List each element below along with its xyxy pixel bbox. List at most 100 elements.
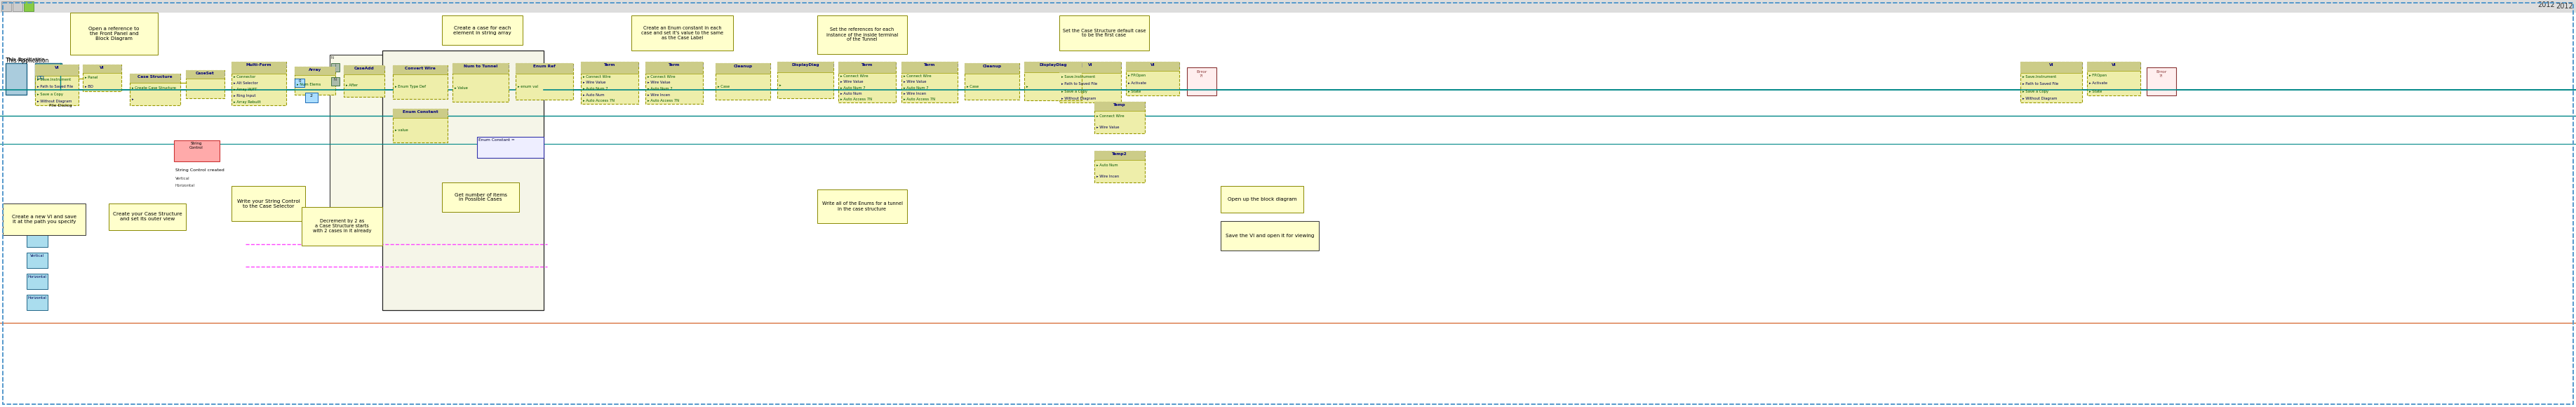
- Bar: [294, 79, 304, 87]
- Text: ▸ Save.Instrument: ▸ Save.Instrument: [1061, 75, 1095, 79]
- Bar: [1141, 103, 1144, 107]
- Bar: [631, 15, 734, 50]
- Bar: [1126, 62, 1180, 95]
- Bar: [232, 186, 304, 221]
- Bar: [778, 62, 835, 98]
- Bar: [1095, 151, 1144, 182]
- Text: Create an Enum constant in each
case and set it's value to the same
as the Case : Create an Enum constant in each case and…: [641, 26, 724, 40]
- Text: ▸ BD: ▸ BD: [85, 85, 93, 88]
- Bar: [817, 15, 907, 54]
- Text: ▸ Connect Wire: ▸ Connect Wire: [647, 75, 675, 78]
- Text: ▸ Connect Wire: ▸ Connect Wire: [904, 74, 933, 78]
- Bar: [768, 65, 770, 68]
- Bar: [443, 15, 523, 45]
- Text: Open a reference to
the Front Panel and
Block Diagram: Open a reference to the Front Panel and …: [88, 27, 139, 41]
- Text: Set the references for each
instance of the inside terminal
of the Tunnel: Set the references for each instance of …: [827, 28, 899, 42]
- Bar: [294, 68, 299, 72]
- Text: ▸ enum val: ▸ enum val: [518, 85, 538, 88]
- Bar: [26, 274, 49, 289]
- Text: Convert Wire: Convert Wire: [404, 67, 435, 70]
- Bar: [515, 63, 572, 73]
- Bar: [330, 55, 386, 209]
- Bar: [902, 63, 904, 67]
- Bar: [178, 75, 180, 79]
- Bar: [963, 65, 969, 68]
- Bar: [1095, 152, 1097, 156]
- Text: ▸ Array Rebuilt: ▸ Array Rebuilt: [234, 101, 260, 104]
- Text: ▸ Auto Access 7N: ▸ Auto Access 7N: [840, 98, 873, 101]
- Bar: [185, 70, 224, 98]
- Bar: [716, 65, 719, 68]
- Text: DisplayDiag: DisplayDiag: [791, 63, 819, 67]
- Bar: [75, 66, 80, 70]
- Bar: [129, 74, 180, 83]
- Bar: [343, 65, 384, 74]
- Text: ▸: ▸: [781, 83, 783, 87]
- Text: 2012: 2012: [2537, 1, 2555, 9]
- Bar: [2146, 68, 2177, 95]
- Bar: [1188, 68, 1216, 95]
- Text: This Application: This Application: [5, 57, 49, 64]
- Text: ▸ value: ▸ value: [394, 129, 407, 132]
- Bar: [647, 63, 649, 67]
- Bar: [343, 67, 348, 70]
- Text: Vertical: Vertical: [31, 233, 44, 236]
- Bar: [381, 50, 544, 310]
- Text: ▸ Wire Incen: ▸ Wire Incen: [1097, 175, 1118, 179]
- Bar: [1126, 62, 1180, 71]
- Bar: [36, 63, 62, 95]
- Text: Horizontal: Horizontal: [28, 275, 46, 278]
- Bar: [26, 232, 49, 247]
- Bar: [2020, 63, 2025, 67]
- Text: ▸ Without Diagram: ▸ Without Diagram: [1061, 97, 1097, 101]
- Text: ▸ Create Case Structure: ▸ Create Case Structure: [131, 86, 175, 90]
- Bar: [394, 109, 448, 142]
- Bar: [294, 67, 335, 95]
- Text: Horizontal: Horizontal: [175, 184, 196, 187]
- Text: Case Structure: Case Structure: [137, 75, 173, 79]
- Bar: [963, 63, 1020, 100]
- Text: ▸ Path to Saved File: ▸ Path to Saved File: [1061, 82, 1097, 86]
- Text: VI: VI: [2048, 63, 2053, 67]
- Bar: [332, 68, 335, 72]
- Text: ▸ Alt Selector: ▸ Alt Selector: [234, 81, 258, 85]
- Text: Get number of items
in Possible Cases: Get number of items in Possible Cases: [453, 193, 507, 202]
- Text: ▸ Without Diagram: ▸ Without Diagram: [36, 100, 72, 103]
- Text: Save the VI and open it for viewing: Save the VI and open it for viewing: [1226, 234, 1314, 238]
- Text: ▸ Ring Input: ▸ Ring Input: [234, 94, 255, 98]
- Bar: [2138, 63, 2141, 67]
- Text: Possible Cases: Possible Cases: [240, 217, 273, 222]
- Text: ▸ Auto Num 7: ▸ Auto Num 7: [904, 86, 927, 90]
- Text: Cleanup: Cleanup: [981, 65, 1002, 68]
- Bar: [394, 67, 397, 70]
- Text: ▸ Auto Num: ▸ Auto Num: [582, 93, 605, 96]
- Bar: [394, 110, 397, 114]
- Text: ▸ Connector: ▸ Connector: [234, 75, 255, 79]
- Bar: [443, 110, 448, 114]
- Bar: [222, 72, 224, 75]
- Text: ▸ Auto Num 7: ▸ Auto Num 7: [840, 86, 866, 90]
- Bar: [13, 1, 23, 11]
- Text: DisplayDiag: DisplayDiag: [1038, 63, 1066, 67]
- Bar: [1059, 15, 1149, 50]
- Bar: [515, 65, 520, 68]
- Text: ▸ Wire Incen: ▸ Wire Incen: [647, 93, 670, 96]
- Bar: [515, 63, 572, 100]
- Bar: [1015, 65, 1020, 68]
- Bar: [3, 1, 10, 11]
- Text: ▸ State: ▸ State: [1128, 90, 1141, 93]
- Text: ▸ Save.Instrument: ▸ Save.Instrument: [36, 78, 72, 81]
- Text: Term: Term: [603, 63, 616, 67]
- Bar: [716, 63, 770, 73]
- Text: Create a case for each
element in string array: Create a case for each element in string…: [453, 26, 510, 35]
- Text: ▸ Auto Access 7N: ▸ Auto Access 7N: [647, 99, 680, 103]
- Bar: [23, 1, 33, 11]
- Text: Enum Constant =: Enum Constant =: [479, 138, 515, 142]
- Bar: [453, 63, 507, 102]
- Text: String Control created: String Control created: [175, 168, 224, 172]
- Text: ▸ Save a Copy: ▸ Save a Copy: [1061, 90, 1087, 93]
- Bar: [82, 65, 121, 91]
- Bar: [70, 13, 157, 55]
- Bar: [129, 75, 134, 79]
- Bar: [2087, 62, 2141, 71]
